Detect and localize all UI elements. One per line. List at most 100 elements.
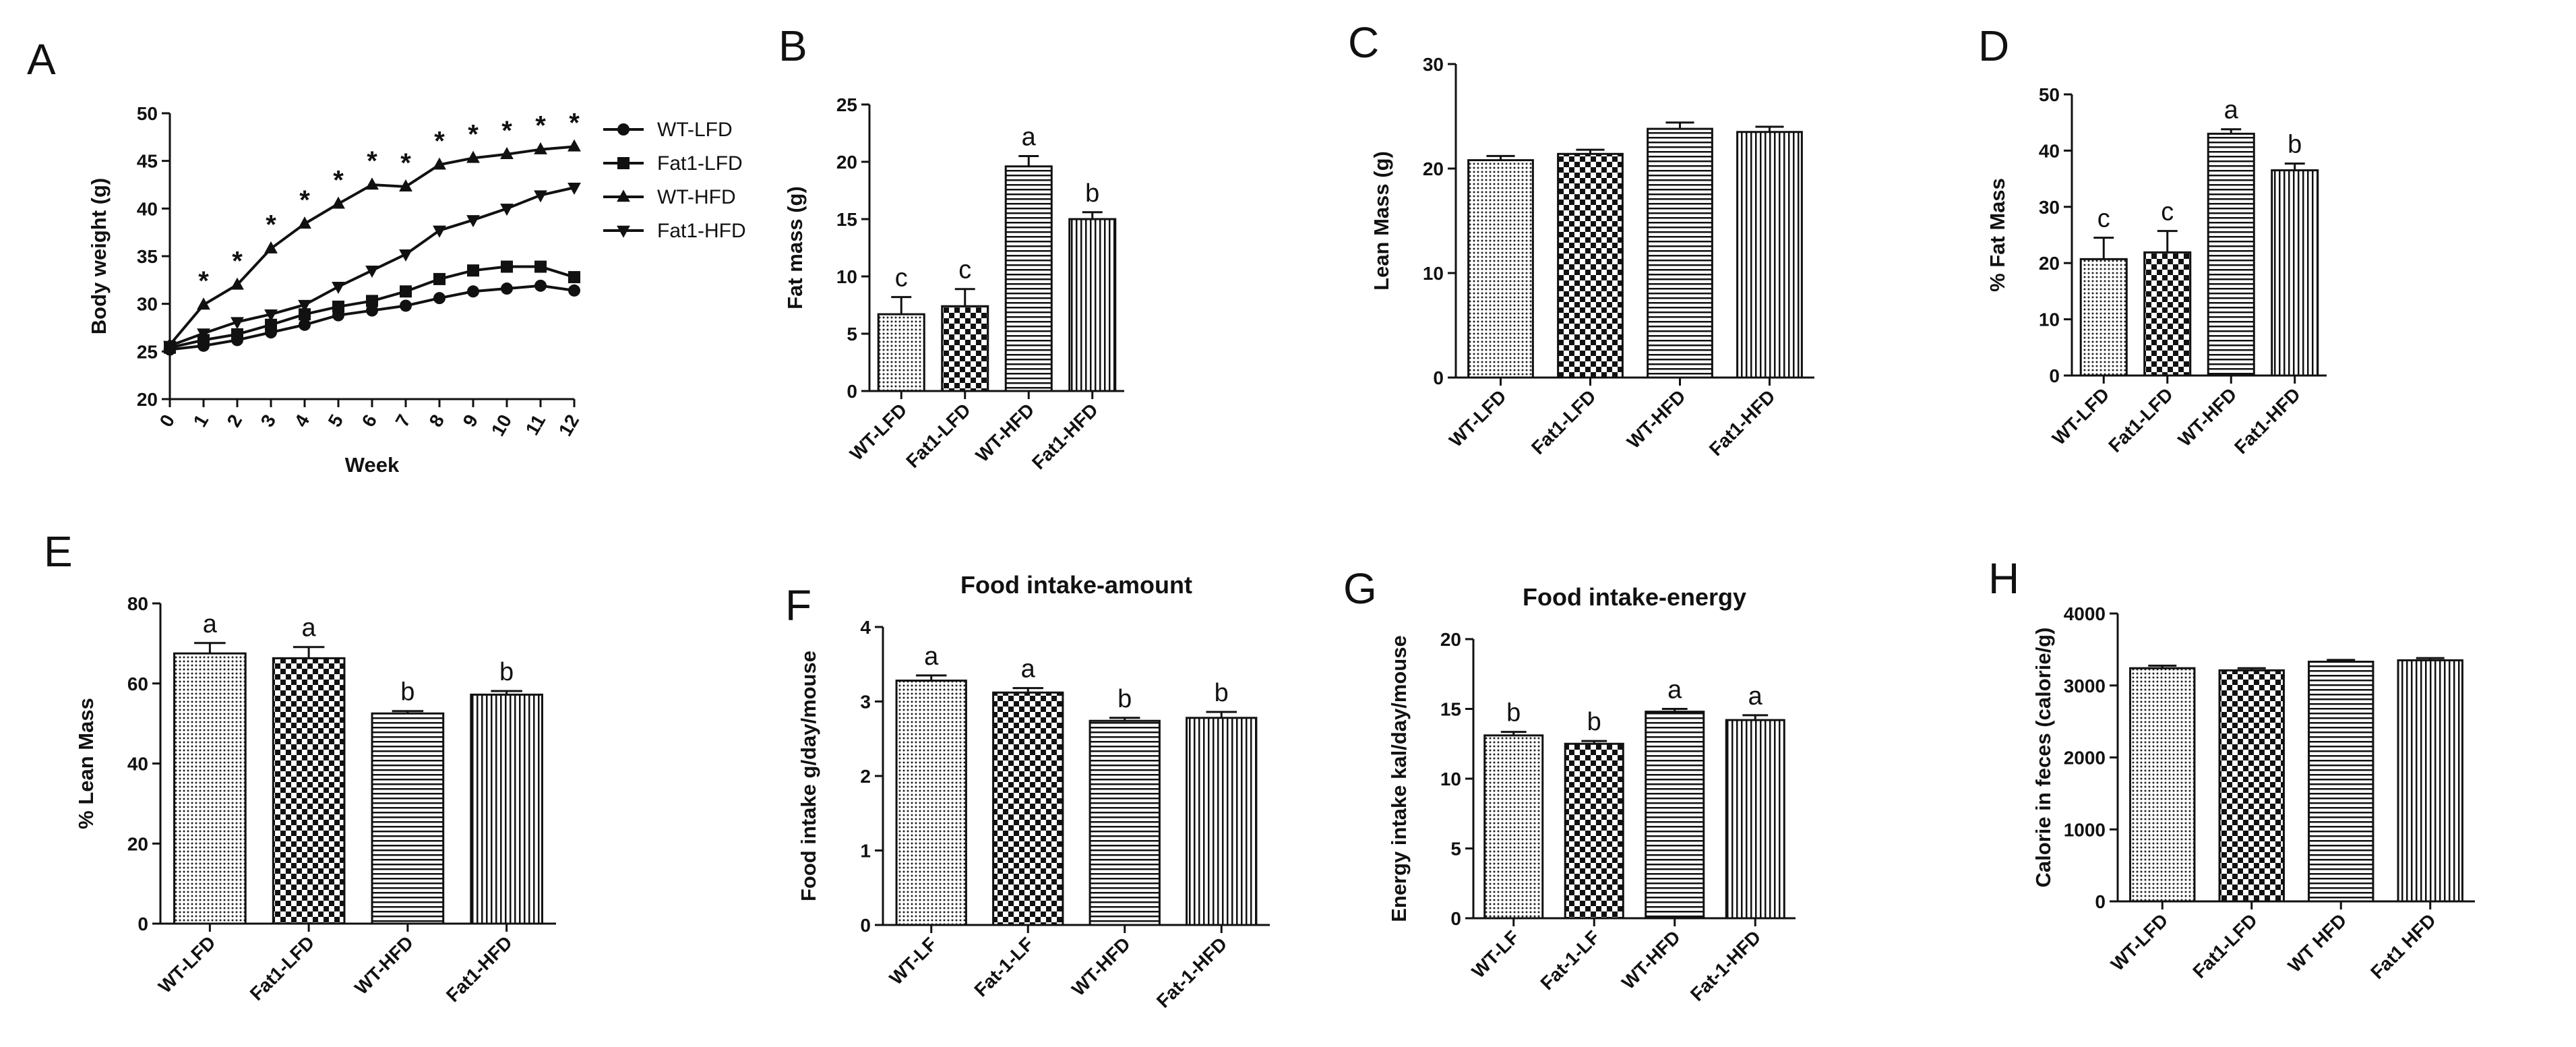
bar (173, 652, 247, 925)
y-tick-label: 10 (2039, 309, 2060, 330)
bar (1557, 152, 1624, 379)
bar (2129, 667, 2196, 903)
x-tick-label: WT-HFD (1618, 926, 1684, 993)
y-tick-label: 10 (1440, 769, 1461, 789)
data-point (399, 249, 412, 262)
x-tick-label: 12 (555, 411, 583, 440)
significance-letter: b (499, 658, 514, 686)
significance-letter: a (2224, 96, 2239, 125)
data-point (501, 282, 513, 295)
x-tick-label: WT-LFD (846, 399, 911, 465)
significance-letter: c (958, 256, 971, 285)
y-tick-label: 5 (847, 324, 857, 345)
y-axis-label: Lean Mass (g) (1370, 151, 1393, 291)
data-point (501, 260, 513, 273)
y-tick-label: 30 (137, 294, 158, 315)
data-point (466, 150, 480, 163)
significance-star: * (400, 148, 411, 178)
x-tick-label: Fat1 HFD (2366, 909, 2440, 983)
significance-letter: a (1021, 655, 1036, 684)
y-axis-label: Food intake g/day/mouse (797, 651, 820, 901)
significance-star: * (501, 116, 512, 146)
y-axis-label: Fat mass (g) (783, 186, 807, 309)
y-tick-label: 1 (860, 841, 871, 862)
bar (272, 657, 346, 925)
data-point (466, 215, 480, 228)
x-tick-label: Fat-1-LF (970, 933, 1037, 1000)
bar (941, 305, 989, 392)
panel-c: C 0 10 20 30 WT-LFD Fat1-LFD WT-HFD Fat1-HFD Lean… (1348, 18, 1814, 460)
legend-entry: WT-HFD (657, 186, 736, 208)
bar (1725, 719, 1785, 920)
x-tick-label: 2 (223, 411, 247, 431)
y-tick-label: 2 (860, 766, 871, 787)
y-tick-label: 20 (137, 389, 158, 410)
significance-star: * (299, 185, 310, 215)
bar (992, 691, 1064, 926)
data-point (298, 299, 311, 312)
y-axis-label: Energy intake kal/day/mouse (1387, 635, 1411, 922)
significance-star: * (232, 246, 243, 276)
data-point (163, 340, 177, 353)
chart-title: Food intake-amount (960, 571, 1192, 599)
y-tick-label: 5 (1450, 839, 1461, 860)
significance-letter: a (1022, 123, 1037, 152)
bar (895, 680, 967, 926)
y-tick-label: 80 (127, 593, 148, 614)
bar (470, 693, 543, 925)
data-point (617, 157, 630, 169)
data-point (332, 282, 345, 295)
x-tick-label: WT-LF (886, 933, 941, 988)
y-tick-label: 20 (127, 833, 148, 854)
x-tick-label: WT-LFD (1445, 386, 1510, 451)
y-tick-label: 20 (1440, 629, 1461, 650)
panel-f: F 0 1 2 3 4 WT-LF a Fat-1-LF a WT-HFD b Fat-1-HFD b Fo… (785, 571, 1270, 1012)
y-tick-label: 20 (836, 152, 857, 173)
y-tick-label: 0 (1433, 367, 1444, 388)
x-tick-label: Fat1-LFD (2188, 909, 2261, 982)
y-tick-label: 10 (836, 266, 857, 287)
data-point (299, 318, 311, 331)
significance-star: * (535, 111, 546, 141)
bar (1564, 742, 1624, 920)
x-tick-label: WT-LFD (2048, 384, 2114, 449)
data-point (399, 179, 412, 192)
data-point (400, 285, 412, 298)
y-tick-label: 4000 (2064, 603, 2106, 624)
panel-letter: B (778, 22, 807, 70)
y-tick-label: 3000 (2064, 676, 2106, 696)
data-point (231, 317, 244, 330)
y-tick-label: 15 (1440, 699, 1461, 720)
panel-letter: C (1348, 18, 1379, 67)
x-tick-label: 11 (522, 411, 550, 439)
significance-letter: c (2161, 198, 2174, 227)
data-point (365, 177, 379, 190)
x-tick-label: Fat1-LFD (246, 932, 319, 1005)
x-tick-label: WT HFD (2284, 909, 2351, 976)
x-tick-label: 9 (459, 411, 483, 431)
panel-d: D 0 10 20 30 40 50 WT-LFD c Fat1-LFD c WT-HFD a Fat1-… (1978, 22, 2327, 458)
y-tick-label: 0 (2095, 891, 2106, 912)
x-tick-label: Fat1-HFD (2230, 384, 2304, 458)
data-point (197, 297, 210, 310)
x-tick-label: Fat1-HFD (1028, 399, 1102, 473)
x-tick-label: Fat1-LFD (1527, 386, 1600, 458)
legend-entry: WT-LFD (657, 119, 733, 141)
data-point (366, 304, 378, 317)
data-point (298, 216, 311, 229)
data-point (534, 279, 547, 292)
x-tick-label: Fat-1-HFD (1686, 926, 1765, 1005)
bar (1186, 717, 1258, 926)
x-tick-label: 8 (425, 411, 449, 431)
data-point (534, 142, 547, 154)
panel-letter: F (785, 581, 811, 630)
significance-letter: b (2288, 131, 2302, 159)
significance-star: * (468, 119, 479, 149)
data-point (231, 328, 243, 340)
data-point (534, 190, 547, 203)
panel-letter: H (1988, 554, 2019, 603)
panel-e: E 0 20 40 60 80 WT-LFD a Fat1-LFD a WT-HFD b Fat1-HF… (44, 527, 556, 1006)
data-point (568, 139, 581, 152)
y-tick-label: 0 (137, 914, 148, 934)
